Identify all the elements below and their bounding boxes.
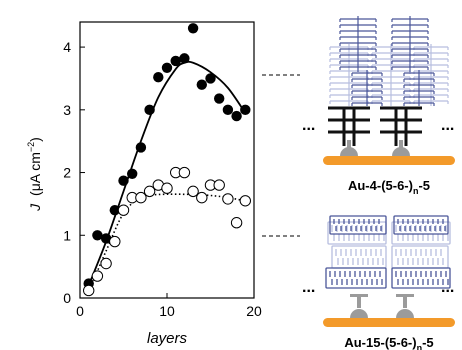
solid-fit-curve: [87, 60, 247, 286]
bottom-light-layer: [327, 221, 387, 245]
bottom-right-dots: ...: [441, 279, 454, 296]
filled-data-point: [231, 110, 242, 122]
open-data-point: [109, 235, 121, 248]
top-binding-motifs: [328, 106, 422, 146]
y-axis-label: J (μA cm−2): [26, 137, 43, 212]
top-dark-layer: [391, 16, 429, 72]
filled-data-point: [109, 204, 121, 216]
svg-text:J (μA cm−2): J (μA cm−2): [26, 137, 43, 212]
top-dark-layer: [339, 16, 377, 72]
open-data-point: [230, 217, 243, 229]
top-label: Au-4-(5-6-)n-5: [348, 178, 430, 196]
x-tick-label: 0: [76, 303, 84, 319]
filled-data-point: [92, 230, 103, 241]
filled-data-point: [179, 53, 190, 64]
bottom-dark-layer: [329, 215, 387, 235]
filled-data-point: [161, 62, 173, 73]
open-data-point: [135, 191, 147, 204]
filled-data-point: [144, 104, 155, 116]
top-molecular-layers: [329, 16, 449, 106]
data-points: [83, 23, 252, 297]
filled-data-point: [214, 93, 225, 104]
filled-data-point: [196, 79, 207, 90]
open-data-point: [143, 185, 156, 198]
bottom-light-layer: [391, 221, 451, 245]
open-data-point: [100, 257, 112, 270]
filled-data-point: [127, 168, 138, 179]
open-data-point: [91, 270, 104, 282]
y-axis-label-exp: −2: [26, 142, 36, 152]
filled-data-point: [118, 175, 129, 186]
open-data-point: [83, 284, 95, 297]
open-data-point: [178, 166, 191, 179]
filled-data-point: [170, 55, 181, 67]
filled-data-point: [100, 233, 112, 244]
open-data-point: [117, 204, 130, 216]
bottom-molecule-schematic: ... ... Au-15-(5-6-)n-5: [302, 215, 455, 350]
y-axis-label-close: ): [27, 137, 43, 142]
filled-data-point: [240, 104, 251, 116]
bottom-left-dots: ...: [302, 279, 315, 296]
filled-data-point: [205, 73, 216, 84]
bottom-dark-layer: [391, 267, 451, 289]
open-data-point: [187, 185, 199, 198]
top-anchors: [340, 140, 410, 156]
filled-data-point: [187, 23, 199, 34]
filled-data-point: [222, 104, 234, 116]
bottom-light-layer: [331, 245, 387, 269]
y-tick-label: 1: [63, 227, 71, 243]
x-tick-label: 20: [246, 303, 262, 319]
fit-curves: [87, 60, 247, 293]
y-axis-label-main: J: [27, 203, 43, 212]
y-tick-label: 3: [63, 102, 71, 118]
axis-ticks: 0 10 20 0 1 2 3 4: [63, 39, 262, 319]
y-tick-label: 2: [63, 165, 71, 181]
top-right-dots: ...: [441, 117, 454, 134]
x-axis-label: layers: [147, 330, 188, 347]
bottom-anchors: [350, 294, 414, 318]
top-dark-layer: [403, 70, 435, 106]
open-data-point: [196, 191, 208, 204]
open-data-point: [239, 195, 252, 207]
top-left-dots: ...: [302, 117, 315, 134]
bottom-dark-layer: [325, 267, 387, 289]
open-data-point: [213, 179, 225, 191]
bottom-electrode: [323, 318, 455, 327]
x-tick-label: 10: [159, 303, 175, 319]
dotted-fit-curve: [87, 193, 246, 293]
filled-data-point: [153, 72, 164, 83]
bottom-label: Au-15-(5-6-)n-5: [344, 335, 433, 350]
top-molecule-schematic: ... ... Au-4-(5-6-)n-5: [302, 16, 455, 196]
open-data-point: [161, 182, 173, 194]
bottom-dark-layer: [393, 215, 449, 235]
y-axis-label-unit: (μA cm: [27, 152, 43, 196]
top-electrode: [323, 156, 455, 165]
filled-data-point: [135, 142, 147, 153]
bottom-light-layer: [391, 245, 449, 269]
y-tick-label: 0: [63, 290, 71, 306]
bottom-molecular-layers: [325, 215, 451, 289]
open-data-point: [222, 193, 234, 205]
top-dark-layer: [351, 70, 383, 106]
y-tick-label: 4: [63, 39, 71, 55]
